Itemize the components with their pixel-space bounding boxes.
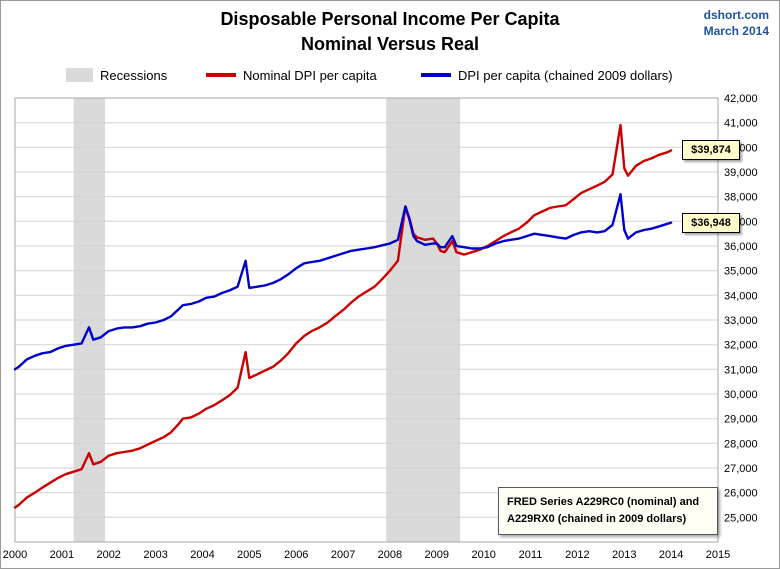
x-axis-label: 2012 xyxy=(565,549,589,561)
legend-item-nominal: Nominal DPI per capita xyxy=(206,66,377,84)
y-axis-label: 27,000 xyxy=(724,463,758,475)
chart-title-line2: Nominal Versus Real xyxy=(300,34,480,54)
y-axis-label: 41,000 xyxy=(724,118,758,130)
x-axis-label: 2003 xyxy=(143,549,167,561)
y-axis-label: 25,000 xyxy=(724,512,758,524)
y-axis-label: 26,000 xyxy=(724,488,758,500)
nominal-line-swatch xyxy=(206,73,236,77)
y-axis-label: 36,000 xyxy=(724,241,758,253)
source-site: dshort.com xyxy=(703,8,769,22)
plot-border xyxy=(14,97,719,543)
real-line-swatch xyxy=(421,73,451,77)
x-axis-label: 2000 xyxy=(3,549,27,561)
x-axis-label: 2005 xyxy=(237,549,261,561)
fred-series-note-line1: FRED Series A229RC0 (nominal) and xyxy=(507,496,700,508)
legend-label-recessions: Recessions xyxy=(100,67,168,83)
series-line-1 xyxy=(13,192,673,371)
y-axis-label: 38,000 xyxy=(724,192,758,204)
x-axis-label: 2011 xyxy=(519,549,543,561)
legend-item-recessions: Recessions xyxy=(66,66,167,84)
x-axis-label: 2009 xyxy=(425,549,449,561)
source-credit: dshort.com March 2014 xyxy=(704,7,769,39)
x-axis-label: 2001 xyxy=(50,549,74,561)
y-axis-label: 35,000 xyxy=(724,266,758,278)
series-line-0 xyxy=(13,123,673,509)
source-date: March 2014 xyxy=(703,24,769,38)
x-axis-label: 2014 xyxy=(659,549,683,561)
x-axis-label: 2010 xyxy=(471,549,495,561)
x-axis-label: 2015 xyxy=(706,549,730,561)
x-axis-label: 2008 xyxy=(378,549,402,561)
y-axis-label: 31,000 xyxy=(724,364,758,376)
y-axis-label: 28,000 xyxy=(724,438,758,450)
fred-series-note-line2: A229RX0 (chained in 2009 dollars) xyxy=(507,513,687,525)
recession-swatch xyxy=(66,68,93,82)
y-axis-label: 29,000 xyxy=(724,414,758,426)
legend-item-real: DPI per capita (chained 2009 dollars) xyxy=(421,66,673,84)
legend-label-real: DPI per capita (chained 2009 dollars) xyxy=(458,67,673,83)
fred-series-note: FRED Series A229RC0 (nominal) and A229RX… xyxy=(498,487,718,535)
x-axis-label: 2002 xyxy=(96,549,120,561)
x-axis-label: 2006 xyxy=(284,549,308,561)
y-axis-label: 42,000 xyxy=(724,93,758,105)
callout-real-value: $36,948 xyxy=(682,213,740,233)
y-axis-label: 39,000 xyxy=(724,167,758,179)
callout-nominal-value: $39,874 xyxy=(682,140,740,160)
y-axis-label: 30,000 xyxy=(724,389,758,401)
legend-label-nominal: Nominal DPI per capita xyxy=(243,67,377,83)
y-axis-label: 34,000 xyxy=(724,290,758,302)
y-axis-label: 33,000 xyxy=(724,315,758,327)
x-axis-label: 2007 xyxy=(331,549,355,561)
chart: 25,000 26,000 27,000 28,000 29,000 30,000 31,0… xyxy=(3,93,758,561)
x-axis-label: 2013 xyxy=(612,549,636,561)
x-axis-label: 2004 xyxy=(190,549,214,561)
chart-title-line1: Disposable Personal Income Per Capita xyxy=(220,9,560,29)
y-axis-label: 32,000 xyxy=(724,340,758,352)
